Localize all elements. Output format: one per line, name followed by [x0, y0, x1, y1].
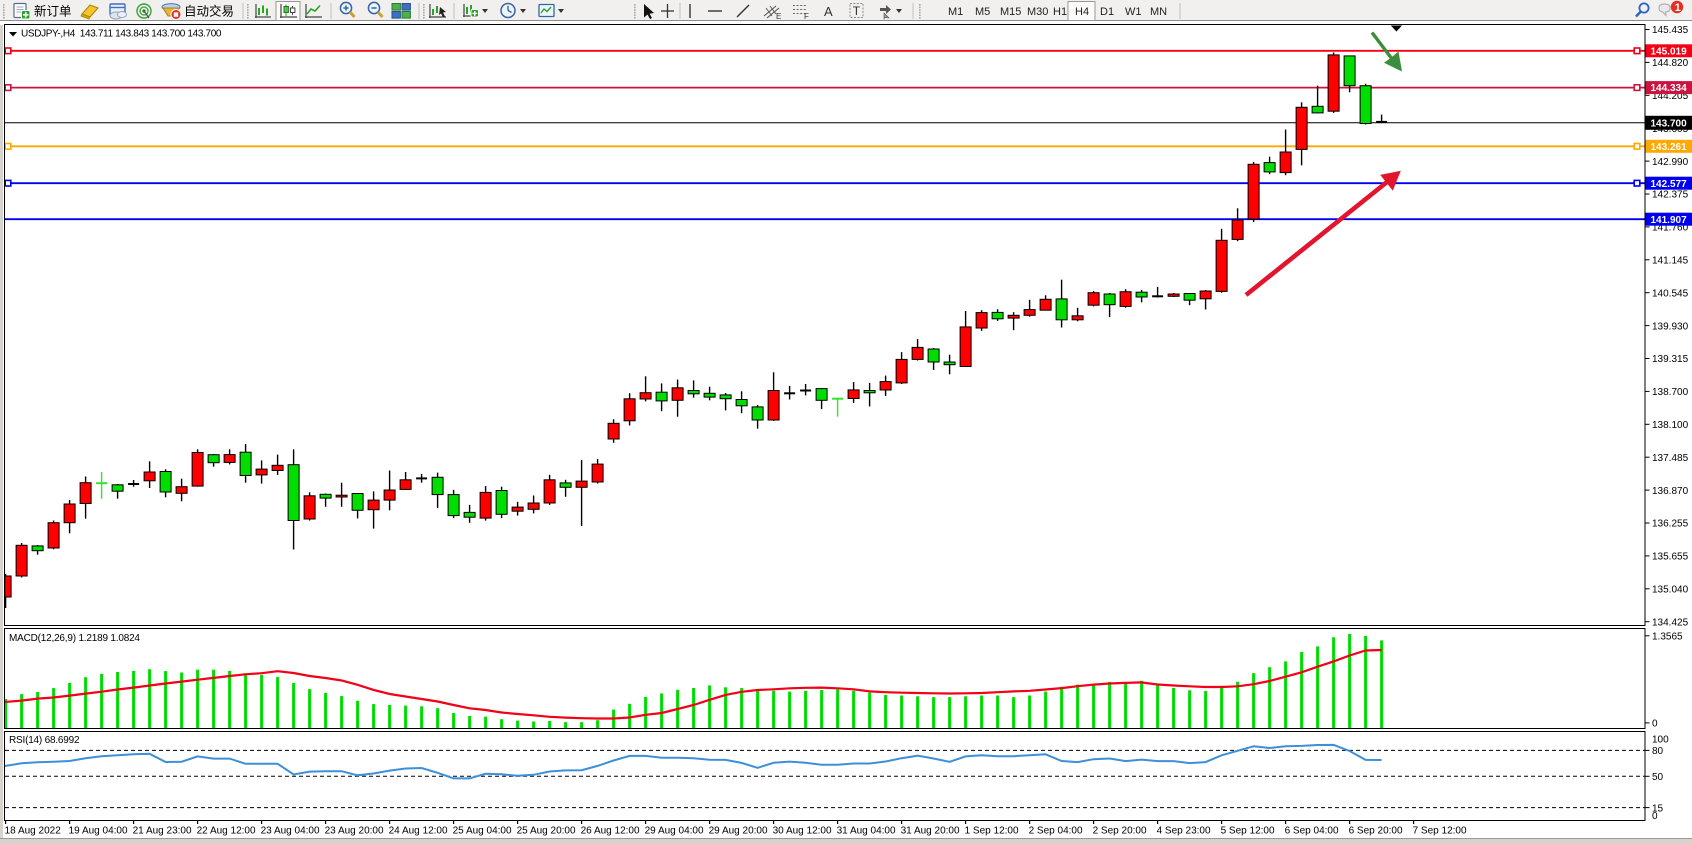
svg-text:19 Aug 04:00: 19 Aug 04:00	[69, 826, 128, 837]
svg-text:134.425: 134.425	[1652, 617, 1689, 628]
svg-text:23 Aug 04:00: 23 Aug 04:00	[261, 826, 320, 837]
svg-text:H4: H4	[1075, 6, 1089, 18]
svg-text:A: A	[824, 4, 833, 19]
svg-text:自动交易: 自动交易	[184, 4, 234, 19]
svg-text:5 Sep 12:00: 5 Sep 12:00	[1221, 826, 1275, 837]
svg-text:RSI(14) 68.6992: RSI(14) 68.6992	[9, 735, 80, 746]
svg-text:MACD(12,26,9) 1.2189 1.0824: MACD(12,26,9) 1.2189 1.0824	[9, 633, 140, 644]
svg-text:M1: M1	[948, 6, 963, 18]
svg-text:143.261: 143.261	[1651, 142, 1688, 153]
svg-text:30 Aug 12:00: 30 Aug 12:00	[773, 826, 832, 837]
svg-text:142.577: 142.577	[1651, 179, 1688, 190]
svg-text:M5: M5	[975, 6, 990, 18]
svg-text:2 Sep 20:00: 2 Sep 20:00	[1093, 826, 1147, 837]
svg-text:140.545: 140.545	[1652, 288, 1689, 299]
svg-text:W1: W1	[1125, 6, 1142, 18]
svg-text:24 Aug 12:00: 24 Aug 12:00	[389, 826, 448, 837]
svg-text:143.700: 143.700	[1651, 118, 1688, 129]
svg-text:25 Aug 04:00: 25 Aug 04:00	[453, 826, 512, 837]
svg-text:26 Aug 12:00: 26 Aug 12:00	[581, 826, 640, 837]
svg-text:22 Aug 12:00: 22 Aug 12:00	[197, 826, 256, 837]
svg-text:1.3565: 1.3565	[1652, 632, 1683, 643]
svg-text:136.870: 136.870	[1652, 486, 1689, 497]
svg-text:T: T	[853, 4, 861, 18]
svg-text:0: 0	[1652, 811, 1658, 822]
svg-text:1 Sep 12:00: 1 Sep 12:00	[965, 826, 1019, 837]
svg-text:142.990: 142.990	[1652, 157, 1689, 168]
svg-text:6 Sep 20:00: 6 Sep 20:00	[1349, 826, 1403, 837]
svg-text:18 Aug 2022: 18 Aug 2022	[5, 826, 62, 837]
svg-text:2 Sep 04:00: 2 Sep 04:00	[1029, 826, 1083, 837]
svg-text:50: 50	[1652, 772, 1664, 783]
svg-text:137.485: 137.485	[1652, 453, 1689, 464]
svg-text:31 Aug 04:00: 31 Aug 04:00	[837, 826, 896, 837]
svg-text:142.375: 142.375	[1652, 190, 1689, 201]
svg-text:H1: H1	[1053, 6, 1067, 18]
svg-text:F: F	[804, 12, 809, 21]
svg-text:23 Aug 20:00: 23 Aug 20:00	[325, 826, 384, 837]
svg-text:25 Aug 20:00: 25 Aug 20:00	[517, 826, 576, 837]
svg-text:M30: M30	[1027, 6, 1048, 18]
svg-text:141.760: 141.760	[1652, 223, 1689, 234]
svg-text:6 Sep 04:00: 6 Sep 04:00	[1285, 826, 1339, 837]
svg-text:138.100: 138.100	[1652, 420, 1689, 431]
svg-text:4 Sep 23:00: 4 Sep 23:00	[1157, 826, 1211, 837]
svg-text:新订单: 新订单	[34, 4, 72, 19]
svg-text:USDJPY-,H4 143.711 143.843 14: USDJPY-,H4 143.711 143.843 143.700 143.7…	[21, 29, 222, 40]
svg-text:M15: M15	[1000, 6, 1021, 18]
svg-text:139.930: 139.930	[1652, 321, 1689, 332]
svg-text:135.655: 135.655	[1652, 552, 1689, 563]
svg-text:135.040: 135.040	[1652, 585, 1689, 596]
svg-text:141.907: 141.907	[1651, 215, 1688, 226]
svg-text:7 Sep 12:00: 7 Sep 12:00	[1413, 826, 1467, 837]
svg-text:138.700: 138.700	[1652, 387, 1689, 398]
svg-text:141.145: 141.145	[1652, 256, 1689, 267]
svg-text:145.019: 145.019	[1651, 46, 1688, 57]
svg-text:144.334: 144.334	[1651, 83, 1688, 94]
svg-text:145.435: 145.435	[1652, 25, 1689, 36]
svg-text:29 Aug 20:00: 29 Aug 20:00	[709, 826, 768, 837]
svg-text:1: 1	[1675, 2, 1681, 14]
svg-text:31 Aug 20:00: 31 Aug 20:00	[901, 826, 960, 837]
svg-text:MN: MN	[1150, 6, 1167, 18]
svg-text:136.255: 136.255	[1652, 519, 1689, 530]
svg-text:D1: D1	[1100, 6, 1114, 18]
svg-text:0: 0	[1652, 719, 1658, 730]
svg-text:80: 80	[1652, 746, 1664, 757]
svg-text:139.315: 139.315	[1652, 354, 1689, 365]
svg-text:100: 100	[1652, 735, 1669, 746]
svg-text:144.205: 144.205	[1652, 91, 1689, 102]
svg-text:29 Aug 04:00: 29 Aug 04:00	[645, 826, 704, 837]
svg-text:E: E	[776, 12, 781, 21]
svg-text:21 Aug 23:00: 21 Aug 23:00	[133, 826, 192, 837]
svg-text:144.820: 144.820	[1652, 58, 1689, 69]
svg-text:15: 15	[1652, 803, 1664, 814]
